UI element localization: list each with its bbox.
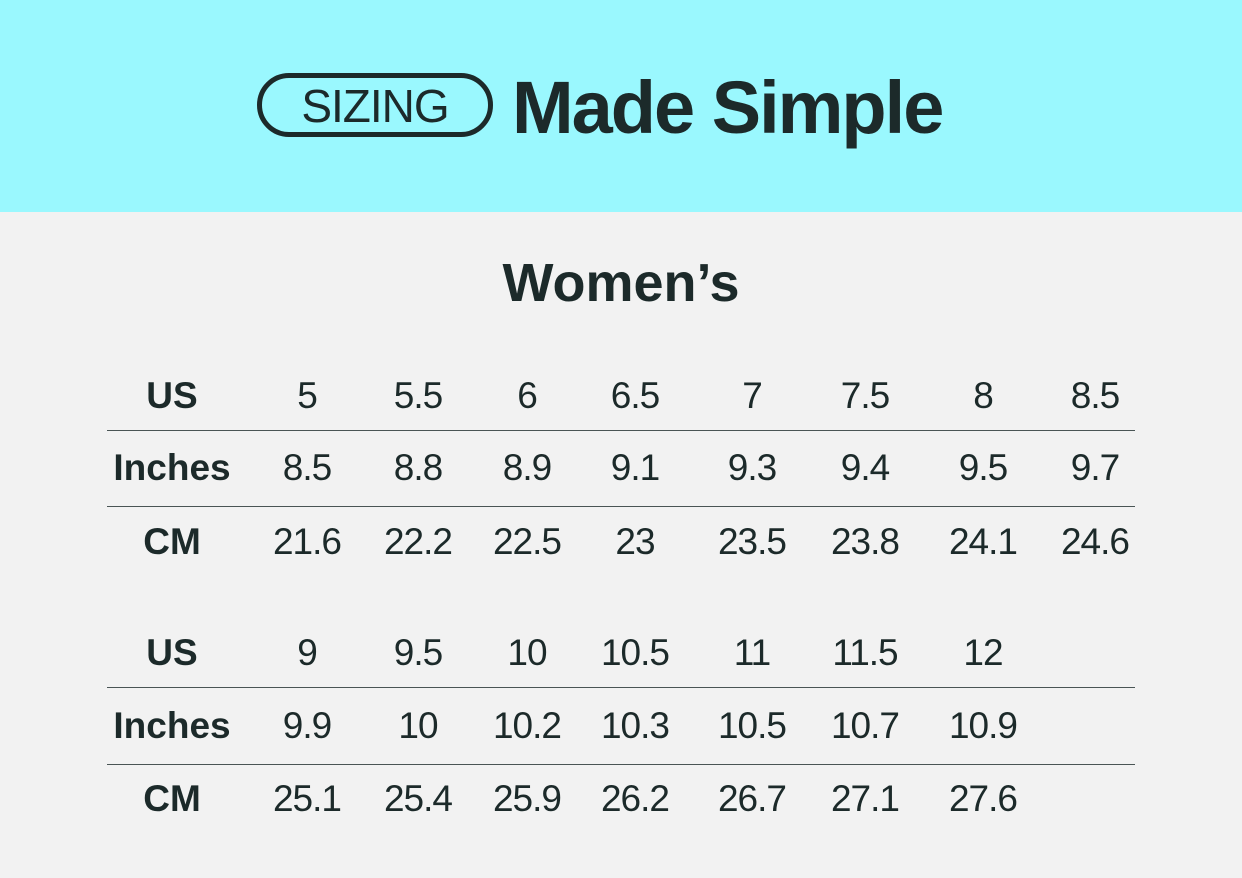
sizing-badge: SIZING	[257, 73, 493, 137]
header-banner: SIZING Made Simple	[0, 0, 1242, 212]
row-label: CM	[143, 778, 201, 819]
table-cell: 5	[297, 375, 318, 416]
table-cell: 9.3	[727, 447, 777, 488]
table-cell: 10	[507, 632, 547, 673]
table-cell: 10.3	[600, 705, 670, 746]
table-cell: 8.8	[393, 447, 443, 488]
table-cell: 22.5	[492, 521, 562, 562]
table-cell: 8	[973, 375, 994, 416]
page-title: Women’s	[502, 253, 740, 313]
table-cell: 27.1	[830, 778, 900, 819]
row-label: US	[146, 632, 198, 673]
table-cell: 21.6	[272, 521, 342, 562]
row-divider	[107, 506, 1135, 507]
table-cell: 12	[963, 632, 1003, 673]
table-cell: 10.9	[948, 705, 1018, 746]
table-row: CM 25.1 25.4 25.9 26.2 26.7 27.1 27.6	[0, 774, 1242, 824]
table-cell: 9.9	[282, 705, 332, 746]
table-cell: 8.5	[282, 447, 332, 488]
table-cell: 10.5	[600, 632, 670, 673]
row-divider	[107, 764, 1135, 765]
table-cell: 10.7	[830, 705, 900, 746]
table-cell: 10	[398, 705, 438, 746]
table-row: Inches 8.5 8.8 8.9 9.1 9.3 9.4 9.5 9.7	[0, 443, 1242, 493]
row-label: Inches	[113, 447, 231, 488]
table-cell: 9.7	[1070, 447, 1120, 488]
table-row: Inches 9.9 10 10.2 10.3 10.5 10.7 10.9	[0, 701, 1242, 751]
table-row: US 9 9.5 10 10.5 11 11.5 12	[0, 628, 1242, 678]
table-cell: 6.5	[610, 375, 660, 416]
table-cell: 8.5	[1070, 375, 1120, 416]
table-cell: 27.6	[948, 778, 1018, 819]
headline: Made Simple	[512, 66, 944, 149]
table-cell: 7.5	[840, 375, 890, 416]
table-cell: 10.2	[492, 705, 562, 746]
table-cell: 11.5	[832, 632, 898, 673]
row-divider	[107, 687, 1135, 688]
row-label: CM	[143, 521, 201, 562]
table-cell: 25.4	[383, 778, 453, 819]
table-cell: 26.2	[600, 778, 670, 819]
table-cell: 24.1	[948, 521, 1018, 562]
table-cell: 25.9	[492, 778, 562, 819]
table-cell: 23.8	[830, 521, 900, 562]
table-cell: 9	[297, 632, 318, 673]
table-cell: 7	[742, 375, 763, 416]
table-row: CM 21.6 22.2 22.5 23 23.5 23.8 24.1 24.6	[0, 517, 1242, 567]
table-cell: 22.2	[383, 521, 453, 562]
table-cell: 26.7	[717, 778, 787, 819]
table-cell: 6	[517, 375, 538, 416]
row-label: US	[146, 375, 198, 416]
table-cell: 25.1	[272, 778, 342, 819]
table-cell: 23.5	[717, 521, 787, 562]
table-cell: 9.4	[840, 447, 890, 488]
table-row: US 5 5.5 6 6.5 7 7.5 8 8.5	[0, 371, 1242, 421]
table-cell: 9.5	[393, 632, 443, 673]
table-cell: 9.1	[610, 447, 660, 488]
table-cell: 9.5	[958, 447, 1008, 488]
row-divider	[107, 430, 1135, 431]
row-label: Inches	[113, 705, 231, 746]
table-cell: 10.5	[717, 705, 787, 746]
table-cell: 24.6	[1060, 521, 1130, 562]
table-cell: 11	[733, 632, 771, 673]
table-cell: 5.5	[393, 375, 443, 416]
table-cell: 23	[615, 521, 655, 562]
table-cell: 8.9	[502, 447, 552, 488]
